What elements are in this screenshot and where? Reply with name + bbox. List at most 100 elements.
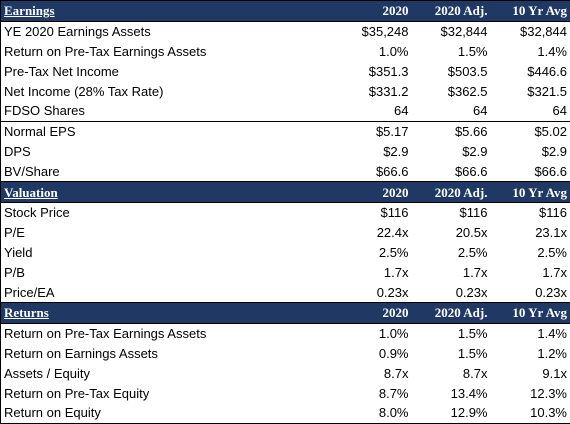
cell-value: 2.5% [412,243,491,263]
cell-value: 0.23x [491,282,570,302]
cell-value: 1.7x [491,262,570,282]
cell-value: $5.66 [412,121,491,141]
cell-value: $2.9 [326,142,412,162]
returns-section-title: Returns [1,302,326,323]
cell-value: 1.0% [326,323,412,343]
cell-value: $116 [412,202,491,222]
cell-value: $331.2 [326,81,412,101]
cell-value: 0.9% [326,344,412,364]
cell-value: $2.9 [491,142,570,162]
table-row: Yield 2.5% 2.5% 2.5% [1,243,570,263]
column-header-10yr-avg: 10 Yr Avg [491,1,570,22]
cell-value: 20.5x [412,223,491,243]
cell-value: 9.1x [491,363,570,383]
cell-value: 1.5% [412,344,491,364]
table-row: Return on Equity 8.0% 12.9% 10.3% [1,403,570,423]
table-row: DPS $2.9 $2.9 $2.9 [1,142,570,162]
cell-value: 64 [412,101,491,121]
row-label: FDSO Shares [1,101,326,121]
cell-value: $503.5 [412,61,491,81]
cell-value: 1.2% [491,344,570,364]
row-label: Normal EPS [1,121,326,141]
cell-value: $116 [326,202,412,222]
row-label: P/B [1,262,326,282]
table-row: Normal EPS $5.17 $5.66 $5.02 [1,121,570,141]
cell-value: 22.4x [326,223,412,243]
table-row: Stock Price $116 $116 $116 [1,202,570,222]
cell-value: 12.9% [412,403,491,423]
cell-value: 8.7% [326,383,412,403]
cell-value: $32,844 [491,21,570,41]
cell-value: 1.4% [491,323,570,343]
row-label: DPS [1,142,326,162]
column-header-10yr-avg: 10 Yr Avg [491,182,570,203]
column-header-2020: 2020 [326,302,412,323]
row-label: Assets / Equity [1,363,326,383]
cell-value: 1.5% [412,323,491,343]
table-row: Pre-Tax Net Income $351.3 $503.5 $446.6 [1,61,570,81]
cell-value: $5.17 [326,121,412,141]
row-label: Pre-Tax Net Income [1,61,326,81]
column-header-2020: 2020 [326,182,412,203]
row-label: P/E [1,223,326,243]
earnings-header-row: Earnings 2020 2020 Adj. 10 Yr Avg [1,1,570,22]
table-row: Return on Pre-Tax Earnings Assets 1.0% 1… [1,42,570,62]
cell-value: $35,248 [326,21,412,41]
cell-value: 1.4% [491,42,570,62]
cell-value: 8.7x [412,363,491,383]
cell-value: $446.6 [491,61,570,81]
table-row: BV/Share $66.6 $66.6 $66.6 [1,161,570,181]
table-row: Return on Earnings Assets 0.9% 1.5% 1.2% [1,344,570,364]
cell-value: 1.7x [412,262,491,282]
cell-value: 2.5% [491,243,570,263]
cell-value: $362.5 [412,81,491,101]
cell-value: 0.23x [326,282,412,302]
table-row: P/E 22.4x 20.5x 23.1x [1,223,570,243]
returns-header-row: Returns 2020 2020 Adj. 10 Yr Avg [1,302,570,323]
row-label: Return on Pre-Tax Earnings Assets [1,42,326,62]
cell-value: 1.5% [412,42,491,62]
cell-value: 12.3% [491,383,570,403]
cell-value: $5.02 [491,121,570,141]
cell-value: $32,844 [412,21,491,41]
row-label: Return on Pre-Tax Equity [1,383,326,403]
table-row: FDSO Shares 64 64 64 [1,101,570,121]
table-row: Net Income (28% Tax Rate) $331.2 $362.5 … [1,81,570,101]
column-header-2020-adj: 2020 Adj. [412,1,491,22]
cell-value: 64 [326,101,412,121]
row-label: BV/Share [1,161,326,181]
column-header-2020: 2020 [326,1,412,22]
cell-value: 0.23x [412,282,491,302]
cell-value: 13.4% [412,383,491,403]
cell-value: $351.3 [326,61,412,81]
cell-value: 8.0% [326,403,412,423]
valuation-header-row: Valuation 2020 2020 Adj. 10 Yr Avg [1,182,570,203]
earnings-section-title: Earnings [1,1,326,22]
table-row: Return on Pre-Tax Earnings Assets 1.0% 1… [1,323,570,343]
row-label: Return on Pre-Tax Earnings Assets [1,323,326,343]
column-header-2020-adj: 2020 Adj. [412,182,491,203]
table-row: Return on Pre-Tax Equity 8.7% 13.4% 12.3… [1,383,570,403]
row-label: Return on Earnings Assets [1,344,326,364]
cell-value: 2.5% [326,243,412,263]
valuation-section-title: Valuation [1,182,326,203]
cell-value: $66.6 [412,161,491,181]
row-label: Return on Equity [1,403,326,423]
table-row: YE 2020 Earnings Assets $35,248 $32,844 … [1,21,570,41]
table-row: Assets / Equity 8.7x 8.7x 9.1x [1,363,570,383]
cell-value: $321.5 [491,81,570,101]
column-header-10yr-avg: 10 Yr Avg [491,302,570,323]
cell-value: 8.7x [326,363,412,383]
table-row: Price/EA 0.23x 0.23x 0.23x [1,282,570,302]
cell-value: 1.7x [326,262,412,282]
cell-value: 23.1x [491,223,570,243]
cell-value: $2.9 [412,142,491,162]
table-row: P/B 1.7x 1.7x 1.7x [1,262,570,282]
row-label: Net Income (28% Tax Rate) [1,81,326,101]
cell-value: $66.6 [491,161,570,181]
cell-value: 64 [491,101,570,121]
column-header-2020-adj: 2020 Adj. [412,302,491,323]
cell-value: $116 [491,202,570,222]
cell-value: 10.3% [491,403,570,423]
